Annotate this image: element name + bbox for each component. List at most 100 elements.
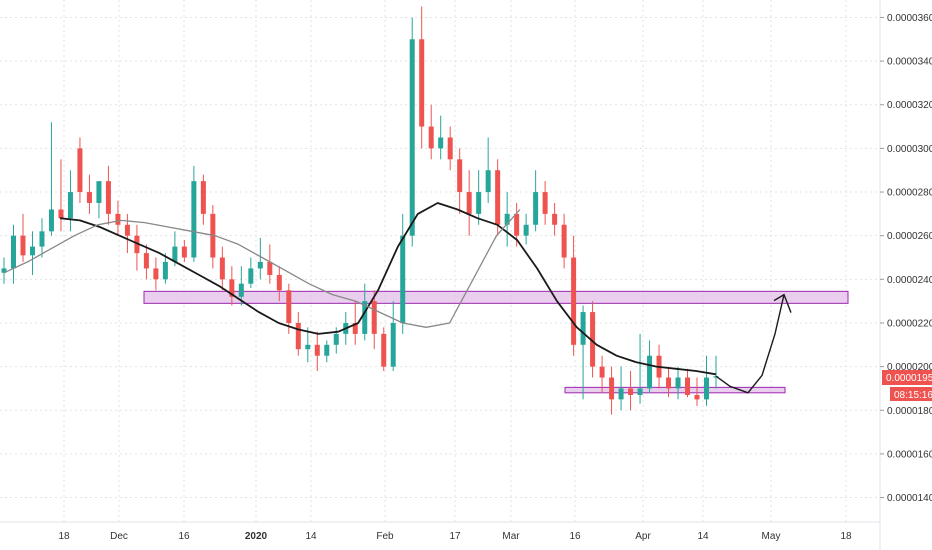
candle-body — [181, 246, 187, 258]
candle-body — [267, 261, 273, 275]
x-tick-label: Dec — [110, 531, 128, 542]
candle-body — [542, 192, 548, 214]
x-tick-label: May — [762, 531, 781, 542]
x-tick-label: 14 — [305, 531, 317, 542]
candle-body — [523, 224, 529, 236]
candle-body — [333, 333, 339, 345]
candle-body — [324, 344, 330, 356]
candle-body — [552, 213, 558, 225]
candle-body — [39, 231, 45, 247]
projection-arrowhead — [773, 293, 792, 313]
candle-body — [20, 235, 26, 256]
candle-body — [248, 268, 254, 284]
candle-body — [666, 377, 672, 389]
candle-body — [67, 192, 73, 219]
projection-path — [715, 293, 792, 394]
candle-body — [134, 235, 140, 254]
countdown-tag — [890, 387, 932, 401]
candle-body — [390, 322, 396, 367]
x-tick-label: Feb — [376, 531, 394, 542]
candle-body — [1, 268, 7, 273]
candle-body — [466, 192, 472, 214]
candle-body — [533, 192, 539, 225]
moving-average-light — [3, 209, 521, 328]
current-price-label: 0.00001956 — [886, 373, 932, 384]
candle-body — [647, 355, 653, 389]
candle-body — [381, 333, 387, 367]
candle-body — [637, 388, 643, 395]
candle-body — [685, 377, 691, 395]
candle-body — [704, 377, 710, 400]
moving-averages — [3, 202, 717, 376]
candle-body — [590, 312, 596, 367]
candle-body — [314, 344, 320, 356]
candle-body — [571, 257, 577, 345]
x-tick-label: 14 — [697, 531, 709, 542]
candle-body — [29, 246, 35, 256]
support-resistance-zones — [143, 290, 849, 394]
x-tick-label: 16 — [178, 531, 190, 542]
candle-body — [153, 268, 159, 280]
x-tick-label: 2020 — [245, 531, 268, 542]
price-zone — [143, 290, 849, 304]
candle-body — [495, 170, 501, 225]
candle-body — [219, 257, 225, 280]
candles — [1, 6, 719, 415]
candle-body — [191, 181, 197, 258]
candle-body — [286, 290, 292, 323]
candle-body — [609, 377, 615, 400]
x-tick-label: Mar — [502, 531, 520, 542]
candle-body — [305, 344, 311, 350]
candle-body — [628, 388, 634, 395]
candle-body — [438, 137, 444, 149]
candle-body — [229, 279, 235, 297]
candle-body — [86, 192, 92, 203]
x-tick-label: Apr — [635, 531, 651, 542]
candle-body — [200, 181, 206, 214]
candle-body — [295, 322, 301, 350]
price-tags: 0.00001956 08:15:16 — [882, 370, 932, 401]
x-tick-label: 17 — [449, 531, 461, 542]
candle-body — [561, 224, 567, 258]
candle-body — [48, 209, 54, 232]
candle-body — [599, 366, 605, 378]
x-tick-label: 18 — [58, 531, 70, 542]
candle-body — [352, 322, 358, 334]
grid — [0, 0, 880, 522]
candle-body — [694, 394, 700, 400]
candle-body — [400, 235, 406, 323]
countdown-label: 08:15:16 — [894, 390, 932, 401]
candle-body — [96, 181, 102, 203]
candle-body — [675, 377, 681, 389]
candle-body — [618, 388, 624, 400]
candle-body — [419, 39, 425, 127]
candle-body — [504, 213, 510, 225]
current-price-tag — [882, 370, 932, 385]
x-tick-label: 18 — [840, 531, 852, 542]
candle-body — [172, 246, 178, 262]
moving-average-dark — [59, 202, 717, 376]
x-axis[interactable]: 18 Dec 16 2020 14 Feb 17 Mar 16 Apr 14 May 18 — [0, 521, 880, 542]
candle-body — [409, 39, 415, 236]
candle-body — [447, 137, 453, 160]
candle-body — [476, 192, 482, 214]
candle-body — [58, 209, 64, 219]
candle-body — [514, 213, 520, 236]
candle-body — [428, 126, 434, 149]
candle-body — [124, 224, 130, 236]
candle-body — [580, 312, 586, 345]
projection-line — [715, 294, 785, 394]
candle-body — [143, 253, 149, 269]
candle-body — [77, 148, 83, 193]
candle-body — [162, 261, 168, 280]
